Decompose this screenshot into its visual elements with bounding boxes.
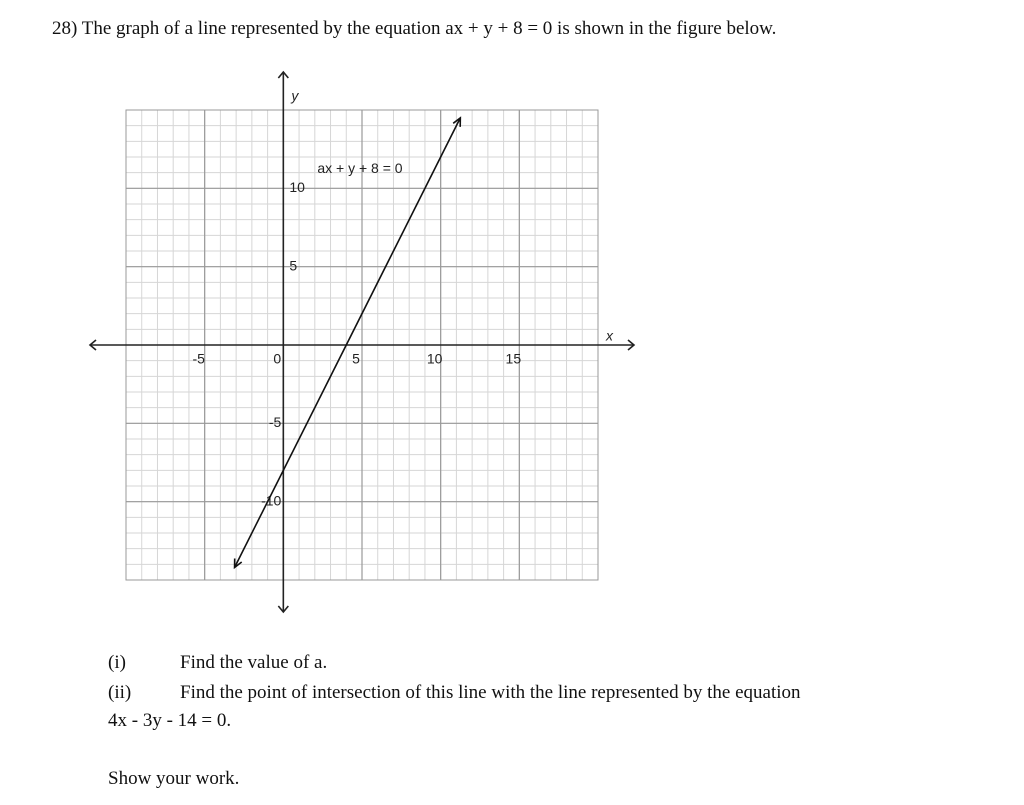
part-text: Find the value of a. bbox=[180, 652, 328, 673]
part-continuation: 4x - 3y - 14 = 0. bbox=[108, 710, 232, 731]
x-axis-label: x bbox=[605, 328, 614, 344]
question: 28) The graph of a line represented by t… bbox=[52, 18, 777, 39]
x-tick-label: 10 bbox=[427, 351, 443, 367]
x-tick-label: 5 bbox=[352, 351, 360, 367]
arrow bbox=[88, 339, 636, 351]
arrow bbox=[277, 70, 289, 614]
graph-line bbox=[233, 117, 462, 568]
y-axis-label: y bbox=[290, 88, 299, 104]
part-text: Find the point of intersection of this l… bbox=[180, 682, 801, 703]
x-tick-label: -5 bbox=[192, 351, 205, 367]
annotation: ax + y + 8 = 0 bbox=[317, 160, 402, 176]
y-tick-label: 10 bbox=[289, 179, 305, 195]
arrow bbox=[452, 116, 462, 127]
y-tick-label: 5 bbox=[289, 257, 297, 273]
x-tick-label: 15 bbox=[506, 351, 522, 367]
part-label: (i) bbox=[108, 652, 126, 673]
part-label: (ii) bbox=[108, 682, 132, 703]
instruction: Show your work. bbox=[108, 768, 240, 789]
y-tick-label: -5 bbox=[269, 414, 282, 430]
arrow bbox=[233, 558, 243, 570]
x-tick-label: 0 bbox=[273, 351, 281, 367]
